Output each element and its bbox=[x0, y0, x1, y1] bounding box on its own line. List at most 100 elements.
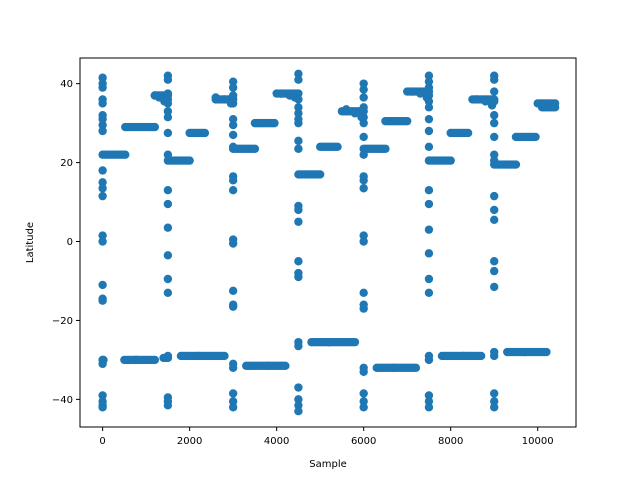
y-tick-label: 40 bbox=[60, 79, 73, 90]
data-point bbox=[490, 87, 499, 96]
data-point bbox=[228, 176, 238, 185]
data-point bbox=[424, 355, 434, 365]
x-tick-label: 6000 bbox=[351, 436, 376, 447]
y-tick-label: −40 bbox=[52, 395, 73, 406]
data-point bbox=[359, 304, 368, 313]
y-axis-label: Latitude bbox=[25, 222, 36, 263]
data-point bbox=[228, 142, 238, 151]
data-point bbox=[490, 75, 499, 84]
data-point bbox=[359, 389, 368, 398]
data-point bbox=[422, 93, 431, 102]
data-point bbox=[481, 97, 490, 106]
data-point bbox=[98, 359, 107, 369]
data-point bbox=[228, 389, 238, 398]
data-point bbox=[294, 407, 303, 416]
data-point bbox=[424, 274, 434, 284]
data-point bbox=[294, 401, 303, 410]
data-point bbox=[294, 205, 303, 215]
data-point bbox=[294, 75, 303, 84]
data-point bbox=[490, 257, 499, 266]
data-point bbox=[150, 355, 160, 365]
data-point bbox=[290, 93, 300, 102]
data-point bbox=[490, 111, 499, 120]
data-point bbox=[350, 109, 360, 118]
data-point bbox=[424, 142, 434, 151]
data-point bbox=[121, 150, 130, 159]
data-point bbox=[163, 107, 173, 116]
data-point bbox=[359, 397, 368, 406]
data-point bbox=[98, 99, 107, 108]
data-point bbox=[163, 351, 173, 361]
data-point bbox=[359, 176, 368, 185]
data-point bbox=[98, 73, 107, 82]
data-point bbox=[228, 77, 238, 86]
data-point bbox=[294, 109, 303, 118]
data-point bbox=[359, 103, 368, 112]
data-point bbox=[98, 126, 107, 136]
data-point bbox=[424, 199, 434, 209]
data-point bbox=[163, 251, 173, 260]
data-point bbox=[381, 144, 390, 153]
data-point bbox=[333, 142, 342, 151]
data-point bbox=[490, 403, 499, 412]
data-point bbox=[424, 288, 434, 298]
data-point bbox=[98, 83, 107, 92]
data-point bbox=[226, 99, 236, 108]
data-point bbox=[424, 77, 434, 86]
data-point bbox=[228, 91, 238, 100]
data-point bbox=[350, 337, 360, 347]
data-point bbox=[294, 136, 303, 146]
x-axis-label: Sample bbox=[309, 459, 347, 470]
data-point bbox=[294, 144, 303, 153]
data-point bbox=[359, 288, 368, 298]
data-point bbox=[270, 118, 279, 128]
data-point bbox=[424, 391, 434, 400]
data-point bbox=[490, 150, 499, 159]
data-point bbox=[424, 249, 434, 258]
scatter-points bbox=[98, 69, 560, 416]
data-point bbox=[359, 79, 368, 88]
data-point bbox=[476, 351, 486, 361]
data-point bbox=[402, 116, 412, 126]
data-point bbox=[511, 160, 521, 169]
x-axis-ticks: 0 2000 4000 6000 8000 10000 bbox=[99, 427, 554, 447]
data-point bbox=[359, 85, 368, 94]
data-point bbox=[411, 363, 421, 372]
data-point bbox=[163, 75, 173, 84]
data-point bbox=[424, 71, 434, 80]
data-point bbox=[98, 166, 107, 175]
data-point bbox=[200, 128, 210, 138]
data-point bbox=[294, 272, 303, 282]
data-point bbox=[294, 395, 303, 404]
data-point bbox=[220, 351, 229, 361]
data-point bbox=[294, 257, 303, 266]
x-tick-label: 0 bbox=[99, 436, 105, 447]
data-point bbox=[160, 97, 169, 106]
data-point bbox=[294, 118, 303, 128]
data-point bbox=[472, 95, 481, 104]
data-point bbox=[228, 302, 238, 311]
data-point bbox=[220, 95, 229, 104]
data-point bbox=[490, 156, 499, 165]
y-tick-label: 20 bbox=[60, 158, 73, 169]
y-tick-label: −20 bbox=[52, 316, 73, 327]
data-point bbox=[98, 403, 107, 412]
data-point bbox=[490, 191, 499, 201]
data-point bbox=[294, 217, 303, 226]
data-point bbox=[98, 296, 107, 305]
data-point bbox=[359, 93, 368, 102]
data-point bbox=[424, 225, 434, 234]
y-tick-label: 0 bbox=[67, 237, 73, 248]
x-tick-label: 8000 bbox=[438, 436, 463, 447]
data-point bbox=[98, 178, 107, 187]
data-point bbox=[228, 130, 238, 140]
data-point bbox=[185, 156, 194, 165]
data-point bbox=[424, 186, 434, 195]
data-point bbox=[359, 184, 368, 193]
data-point bbox=[163, 288, 173, 298]
data-point bbox=[424, 126, 434, 136]
data-point bbox=[211, 93, 220, 102]
data-point bbox=[281, 361, 290, 371]
data-point bbox=[490, 389, 499, 398]
data-point bbox=[228, 403, 238, 412]
